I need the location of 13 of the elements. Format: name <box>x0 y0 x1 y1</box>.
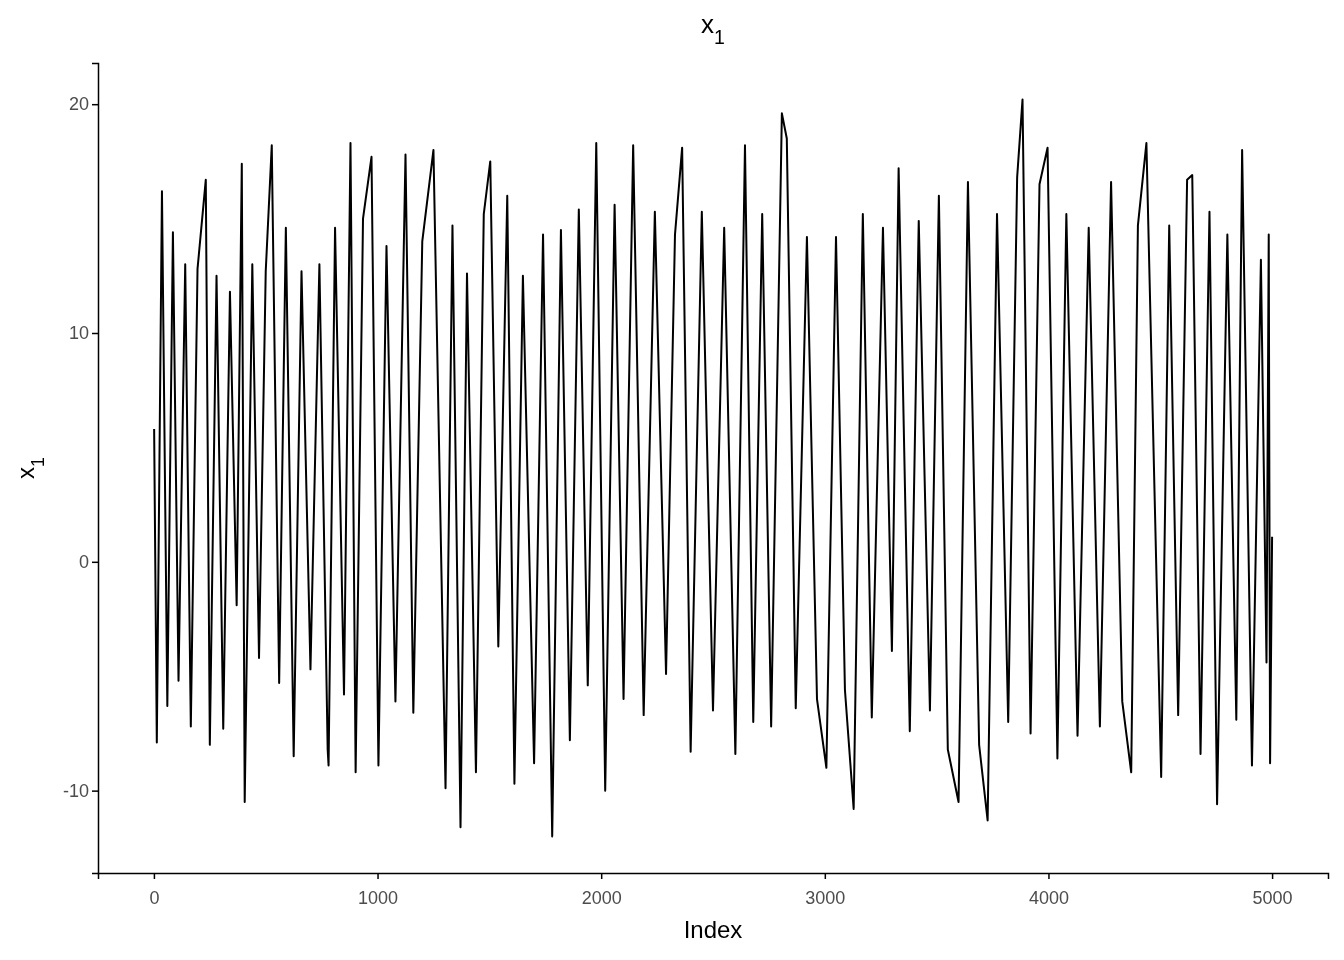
y-tick-label: 20 <box>68 94 89 115</box>
x-tick-label: 5000 <box>1252 887 1293 908</box>
x-tick-label: 4000 <box>1028 887 1069 908</box>
y-tick-label: 0 <box>78 552 89 573</box>
x-tick-label: 3000 <box>805 887 846 908</box>
x-axis-title: Index <box>683 916 743 943</box>
x-tick-label: 2000 <box>581 887 622 908</box>
x-tick-label: 1000 <box>358 887 399 908</box>
y-tick-label: -10 <box>62 780 89 801</box>
chart-title: x$_{1}$ <box>701 9 725 48</box>
y-tick-label: 10 <box>68 323 89 344</box>
x-tick-label: 0 <box>149 887 160 908</box>
line-series <box>153 98 1274 838</box>
